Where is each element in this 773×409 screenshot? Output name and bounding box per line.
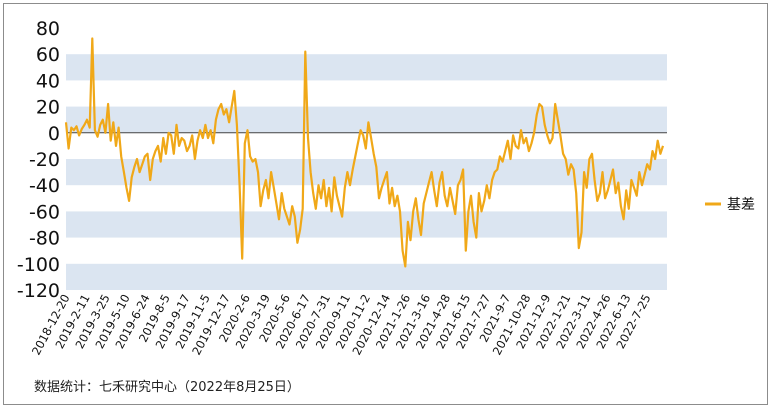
grid-band (66, 106, 667, 133)
y-tick-label: -20 (29, 149, 60, 171)
series-line (64, 37, 665, 268)
legend-label: 基差 (727, 196, 755, 213)
y-tick-label: 40 (36, 70, 60, 92)
source-note: 数据统计：七禾研究中心（2022年8月25日） (34, 380, 300, 395)
y-tick-label: 20 (36, 97, 60, 119)
y-tick-label: -80 (29, 228, 60, 250)
y-tick-label: -60 (29, 201, 60, 223)
y-tick-label: -100 (17, 254, 60, 276)
grid-band (66, 263, 667, 290)
y-tick-label: -40 (29, 175, 60, 197)
grid-bands (66, 54, 667, 290)
grid-band (66, 211, 667, 238)
legend: 基差 (705, 196, 755, 213)
grid-band (66, 54, 667, 81)
y-axis: 80 60 40 20 0 -20 -40 -60 -80 -100 -120 (17, 18, 60, 302)
y-tick-label: 0 (48, 123, 60, 145)
y-tick-label: 60 (36, 44, 60, 66)
y-tick-label: 80 (36, 18, 60, 40)
series-lines (64, 37, 665, 268)
x-axis: 2018-12-202019-2-112019-3-252019-5-10201… (29, 292, 654, 358)
y-tick-label: -120 (17, 280, 60, 302)
grid-band (66, 159, 667, 186)
